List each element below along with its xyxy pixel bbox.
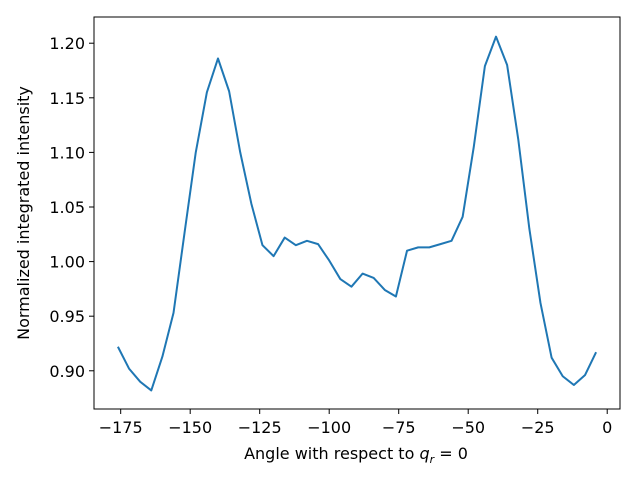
y-tick-label: 1.05 [49,198,85,217]
y-tick-label: 0.95 [49,307,85,326]
y-tick-label: 0.90 [49,362,85,381]
x-axis-label: Angle with respect to qr = 0 [244,444,468,466]
x-tick-label: −50 [451,418,485,437]
x-tick-label: −100 [307,418,351,437]
y-tick-label: 1.20 [49,34,85,53]
x-tick-label: −75 [382,418,416,437]
x-tick-label: 0 [602,418,612,437]
y-tick-label: 1.15 [49,89,85,108]
data-line [117,35,597,392]
x-tick-label: −25 [521,418,555,437]
x-tick-label: −125 [238,418,282,437]
axes-frame [93,16,621,410]
x-tick-label: −150 [168,418,212,437]
y-tick-label: 1.10 [49,143,85,162]
x-tick-label: −175 [99,418,143,437]
y-tick-label: 1.00 [49,253,85,272]
y-axis-label: Normalized integrated intensity [14,86,33,340]
